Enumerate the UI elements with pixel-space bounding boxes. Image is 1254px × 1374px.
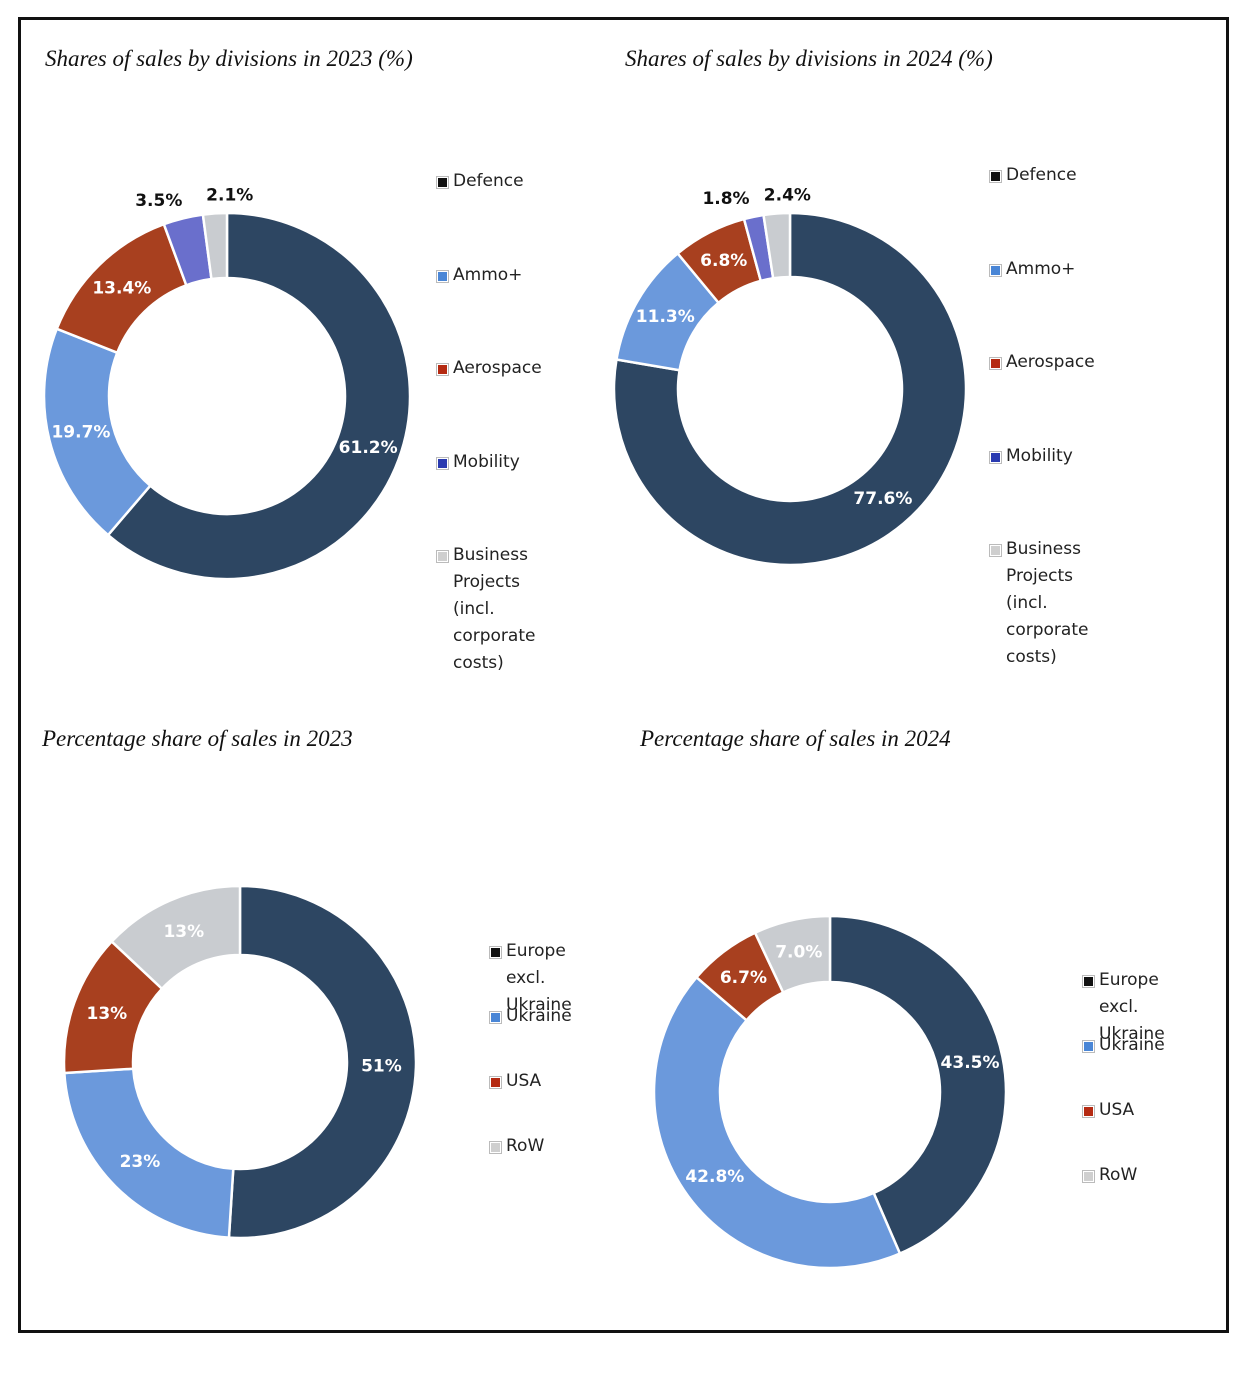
legend-item-row: RoW: [489, 1133, 545, 1160]
legend-item-europe-excl: Europe excl. Ukraine: [489, 938, 572, 1019]
legend-label: Ukraine: [506, 1006, 572, 1026]
data-label-europe-excl: 43.5%: [941, 1053, 1000, 1073]
legend-item-business-projects: Business Projects (incl. corporate costs…: [989, 536, 1089, 671]
slice-row: [109, 884, 242, 991]
chart-title-regions-2024: Percentage share of sales in 2024: [640, 726, 951, 751]
legend-item-usa: USA: [489, 1068, 542, 1095]
legend-label: RoW: [1099, 1165, 1138, 1185]
legend-swatch: [1082, 975, 1095, 988]
slice-europe-excl: [828, 914, 1008, 1256]
legend-item-mobility: Mobility: [436, 449, 520, 476]
legend-item-mobility: Mobility: [989, 443, 1073, 470]
legend-swatch: [489, 946, 502, 959]
legend-swatch: [1082, 1105, 1095, 1118]
legend-label: Business Projects (incl. corporate costs…: [453, 545, 536, 673]
legend-swatch: [489, 1141, 502, 1154]
data-label-mobility: 1.8%: [702, 189, 749, 209]
legend-swatch: [989, 357, 1002, 370]
data-label-business-projects: 2.4%: [764, 186, 811, 206]
data-label-ukraine: 23%: [120, 1152, 161, 1172]
data-label-defence: 77.6%: [853, 489, 912, 509]
legend-item-ammo: Ammo+: [436, 262, 523, 289]
data-label-ammo: 11.3%: [636, 307, 695, 327]
legend-item-business-projects: Business Projects (incl. corporate costs…: [436, 542, 536, 677]
legend-item-defence: Defence: [989, 162, 1077, 189]
legend-item-row: RoW: [1082, 1162, 1138, 1189]
data-label-usa: 13%: [87, 1004, 128, 1024]
legend-swatch: [989, 170, 1002, 183]
data-label-europe-excl: 51%: [361, 1056, 402, 1076]
data-label-ukraine: 42.8%: [685, 1167, 744, 1187]
legend-item-ammo: Ammo+: [989, 256, 1076, 283]
legend-swatch: [436, 363, 449, 376]
chart-title-regions-2023: Percentage share of sales in 2023: [42, 726, 353, 751]
chart-title-divisions-2023: Shares of sales by divisions in 2023 (%): [45, 46, 413, 71]
data-label-mobility: 3.5%: [135, 191, 182, 211]
donut-2: 51% 23% 13% 13%: [62, 884, 418, 1240]
donut-0: 61.2% 19.7% 13.4% 3.5% 2.1%: [42, 185, 412, 581]
legend-label: Europe excl. Ukraine: [506, 941, 572, 1015]
legend-swatch: [989, 264, 1002, 277]
legend-item-ukraine: Ukraine: [1082, 1032, 1165, 1059]
legend-item-aerospace: Aerospace: [436, 355, 542, 382]
slice-europe-excl: [227, 884, 418, 1240]
legend-item-defence: Defence: [436, 168, 524, 195]
slice-business-projects: [201, 211, 229, 281]
legend-swatch: [489, 1011, 502, 1024]
data-label-row: 13%: [163, 922, 204, 942]
legend-label: RoW: [506, 1136, 545, 1156]
data-label-usa: 6.7%: [720, 968, 767, 988]
legend-item-usa: USA: [1082, 1097, 1135, 1124]
legend-label: Aerospace: [453, 358, 542, 378]
legend-swatch: [1082, 1170, 1095, 1183]
data-label-defence: 61.2%: [339, 438, 398, 458]
legend-label: Mobility: [453, 452, 520, 472]
legend-swatch: [989, 544, 1002, 557]
legend-label: USA: [506, 1071, 542, 1091]
legend-label: Aerospace: [1006, 352, 1095, 372]
slice-defence: [612, 211, 968, 567]
slice-business-projects: [762, 211, 792, 280]
legend-swatch: [489, 1076, 502, 1089]
legend-swatch: [436, 270, 449, 283]
legend-label: Ammo+: [453, 265, 523, 285]
legend-swatch: [1082, 1040, 1095, 1053]
legend-label: USA: [1099, 1100, 1135, 1120]
slice-defence: [106, 211, 412, 581]
slice-row: [753, 914, 832, 995]
legend-swatch: [436, 176, 449, 189]
legend-label: Mobility: [1006, 446, 1073, 466]
data-label-ammo: 19.7%: [51, 422, 110, 442]
donut-3: 43.5% 42.8% 6.7% 7.0%: [652, 914, 1008, 1270]
legend-label: Defence: [1006, 165, 1077, 185]
legend-swatch: [989, 451, 1002, 464]
data-label-aerospace: 13.4%: [92, 278, 151, 298]
data-label-aerospace: 6.8%: [700, 251, 747, 271]
chart-title-divisions-2024: Shares of sales by divisions in 2024 (%): [625, 46, 993, 71]
legend-label: Ammo+: [1006, 259, 1076, 279]
donut-1: 77.6% 11.3% 6.8% 1.8% 2.4%: [612, 186, 968, 567]
legend-item-europe-excl: Europe excl. Ukraine: [1082, 967, 1165, 1048]
legend-swatch: [436, 550, 449, 563]
figure-frame: [18, 17, 1229, 1333]
legend-label: Defence: [453, 171, 524, 191]
slice-ukraine: [652, 975, 902, 1270]
legend-label: Business Projects (incl. corporate costs…: [1006, 539, 1089, 667]
legend-label: Ukraine: [1099, 1035, 1165, 1055]
data-label-row: 7.0%: [775, 942, 822, 962]
legend-item-aerospace: Aerospace: [989, 349, 1095, 376]
slice-ukraine: [63, 1067, 235, 1239]
legend-label: Europe excl. Ukraine: [1099, 970, 1165, 1044]
legend-swatch: [436, 457, 449, 470]
legend-item-ukraine: Ukraine: [489, 1003, 572, 1030]
data-label-business-projects: 2.1%: [206, 185, 253, 205]
